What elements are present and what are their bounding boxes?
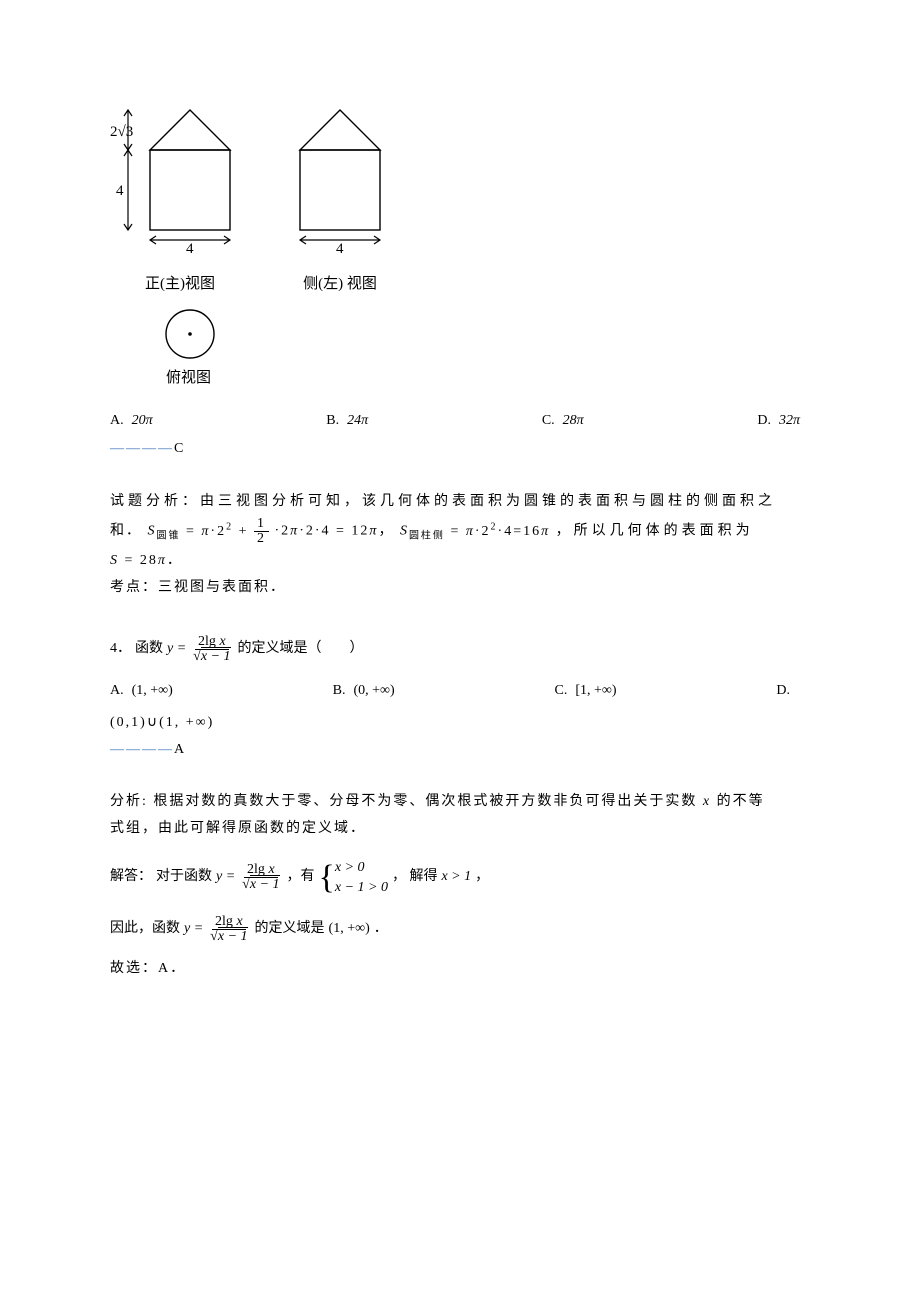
q4-fenxi-l2: 式组，由此可解得原函数的定义域． (110, 818, 810, 840)
q4-opt-a-val: (1, +∞) (132, 680, 173, 702)
q4-option-a: A. (1, +∞) (110, 680, 173, 702)
jieda-lhs: y = (216, 866, 235, 888)
fenxi-var: x (703, 794, 711, 809)
fenxi-t2: 的不等 (717, 794, 765, 809)
jieda-mid2: ， 解得 (392, 866, 438, 888)
q4-stem: 4． 函数 y = 2lg x √x − 1 的定义域是（ ） (110, 635, 810, 664)
cone-sub: 圆锥 (157, 531, 181, 542)
q3-opt-c-val: 28π (563, 410, 584, 432)
q3-options: A. 20π B. 24π C. 28π D. 32π (110, 410, 810, 432)
q4-d-label: D. (776, 680, 790, 702)
q4-stem-prefix: 函数 (135, 638, 163, 660)
q3-option-b: B. 24π (326, 410, 368, 432)
cone-height-text: 2√3 (110, 124, 133, 140)
q3-answer-dashes: ———— (110, 441, 174, 456)
q4-frac: 2lg x √x − 1 (190, 635, 233, 664)
cyl-sub: 圆柱侧 (409, 531, 445, 542)
yinci-frac: 2lg x √x − 1 (207, 915, 250, 944)
fenxi-label: 分析: (110, 794, 148, 809)
q4-number: 4． (110, 638, 131, 660)
q3-option-c: C. 28π (542, 410, 584, 432)
front-view-label: 正(主)视图 (145, 272, 215, 296)
jieda-prefix: 对于函数 (156, 866, 212, 888)
sys-row2: x − 1 > 0 (335, 878, 388, 898)
q4-opt-d-val: (0,1)∪(1, +∞) (110, 715, 214, 730)
jieda-label: 解答： (110, 866, 152, 888)
q4-stem-suffix: 的定义域是（ ） (238, 638, 364, 660)
q3-analysis-l2: 和． S圆锥 = π·22 + 12 ·2π·2·4 = 12π， S圆柱侧 =… (110, 517, 810, 546)
side-view-label: 侧(左) 视图 (303, 272, 377, 296)
q4-fenxi-l1: 分析: 根据对数的真数大于零、分母不为零、偶次根式被开方数非负可得出关于实数 x… (110, 791, 810, 813)
top-view: 俯视图 (160, 304, 810, 390)
front-width-text: 4 (186, 241, 194, 257)
side-view: 4 侧(左) 视图 (290, 100, 390, 296)
q4-lhs: y = (167, 638, 186, 660)
q4-answer: A (174, 742, 184, 757)
q3-analysis-prefix: 和． (110, 524, 142, 539)
jieda-mid: ，有 (287, 866, 315, 888)
q3-answer: C (174, 441, 183, 456)
yinci-domain: (1, +∞) (329, 918, 370, 940)
q3-analysis-l1: 试题分析：由三视图分析可知，该几何体的表面积为圆锥的表面积与圆柱的侧面积之 (110, 491, 810, 513)
q4-guxuan: 故选：A． (110, 958, 810, 980)
cyl-height-text: 4 (116, 183, 124, 199)
front-view-svg: 2√3 4 4 (110, 100, 250, 270)
q4-yinci: 因此，函数 y = 2lg x √x − 1 的定义域是 (1, +∞) ． (110, 915, 810, 944)
yinci-mid: 的定义域是 (255, 918, 325, 940)
q4-options: A. (1, +∞) B. (0, +∞) C. [1, +∞) D. (110, 680, 810, 702)
q4-option-d: (0,1)∪(1, +∞) (110, 712, 810, 734)
top-view-svg (160, 304, 220, 364)
fenxi-t1: 根据对数的真数大于零、分母不为零、偶次根式被开方数非负可得出关于实数 (153, 794, 697, 809)
q4-answer-line: ————A (110, 739, 810, 761)
q4-option-b: B. (0, +∞) (333, 680, 395, 702)
jieda-frac: 2lg x √x − 1 (239, 863, 282, 892)
q3-opt-a-val: 20π (132, 410, 153, 432)
system-brace: { x > 0 x − 1 > 0 (319, 858, 388, 897)
q3-analysis-suffix: ，所以几何体的表面积为 (556, 524, 754, 539)
q3-opt-b-val: 24π (347, 410, 368, 432)
q3-result: S = 28π． (110, 550, 810, 572)
q4-option-c: C. [1, +∞) (555, 680, 617, 702)
q3-option-d: D. 32π (757, 410, 800, 432)
q4-opt-b-val: (0, +∞) (353, 680, 394, 702)
front-view: 2√3 4 4 正(主)视图 (110, 100, 250, 296)
q3-option-a: A. 20π (110, 410, 153, 432)
q4-jieda: 解答： 对于函数 y = 2lg x √x − 1 ，有 { x > 0 x −… (110, 858, 810, 897)
q3-opt-d-val: 32π (779, 410, 800, 432)
yinci-lhs: y = (184, 918, 203, 940)
jieda-comma: ， (475, 866, 489, 888)
q4-option-d-label: D. (776, 680, 790, 702)
jieda-sol: x > 1 (441, 866, 471, 888)
q4-answer-dashes: ———— (110, 742, 174, 757)
top-view-label: 俯视图 (166, 366, 211, 390)
sys-row1: x > 0 (335, 858, 388, 878)
q4-opt-c-val: [1, +∞) (575, 680, 616, 702)
yinci-period: ． (374, 918, 388, 940)
q3-period: ． (167, 553, 183, 568)
q3-views-row: 2√3 4 4 正(主)视图 4 侧(左) 视图 (110, 100, 810, 296)
q3-kaodian: 考点：三视图与表面积． (110, 577, 810, 599)
side-width-text: 4 (336, 241, 344, 257)
side-view-svg: 4 (290, 100, 390, 270)
q3-answer-line: ————C (110, 438, 810, 460)
yinci-prefix: 因此，函数 (110, 918, 180, 940)
